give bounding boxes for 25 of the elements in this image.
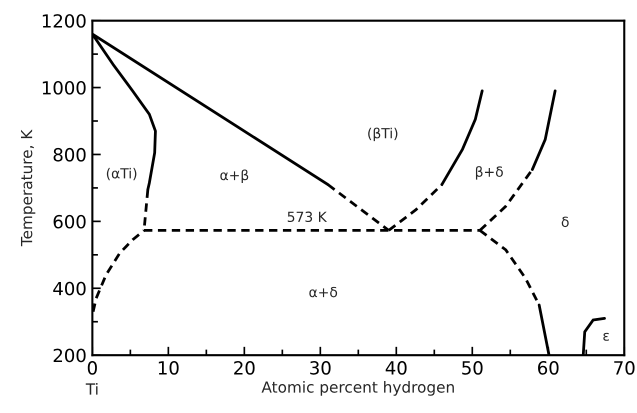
- annotation: α+β: [220, 169, 248, 183]
- x-tick-label: 50: [462, 361, 483, 375]
- x-tick-label: 70: [614, 361, 635, 375]
- y-axis-title: Temperature, K: [20, 129, 36, 246]
- x-tick-label: 30: [310, 361, 331, 375]
- annotation: δ: [562, 216, 569, 228]
- annotation: 573 K: [288, 212, 328, 222]
- annotation: ε: [603, 332, 609, 341]
- y-tick-label: 800: [54, 148, 86, 162]
- y-tick-label: 400: [53, 282, 86, 296]
- annotation: (αTi): [106, 168, 136, 180]
- y-tick-label: 1000: [42, 81, 86, 95]
- annotation: β+δ: [476, 166, 503, 180]
- y-tick-label: 1200: [42, 14, 86, 28]
- x-tick-label: 10: [158, 361, 179, 375]
- x-axis-title: Atomic percent hydrogen: [262, 380, 454, 396]
- annotation: α+δ: [309, 286, 338, 298]
- annotation: (βTi): [368, 128, 398, 142]
- x-tick-label: 40: [386, 361, 407, 375]
- y-tick-label: 600: [54, 214, 86, 228]
- x-tick-label: 60: [538, 361, 559, 375]
- text: Ti: [86, 382, 98, 395]
- y-tick-label: 200: [54, 348, 86, 362]
- x-tick-label: 20: [234, 361, 255, 375]
- x-tick-label: 0: [88, 361, 97, 375]
